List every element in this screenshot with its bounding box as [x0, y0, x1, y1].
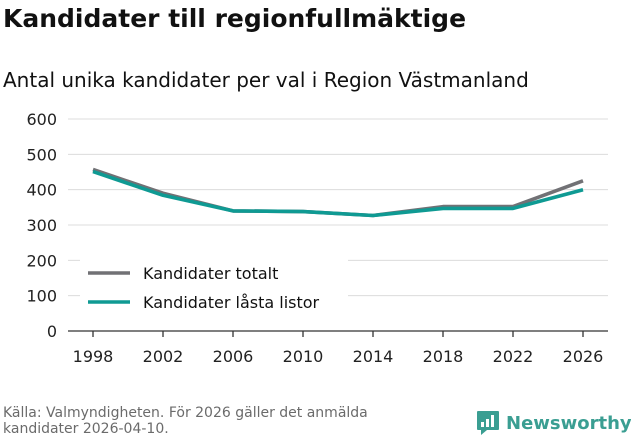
y-tick-label: 400	[26, 181, 57, 200]
y-tick-label: 100	[26, 287, 57, 306]
y-tick-label: 300	[26, 216, 57, 235]
x-tick-label: 2002	[143, 347, 184, 366]
y-tick-label: 200	[26, 251, 57, 270]
newsworthy-logo-icon	[477, 411, 499, 435]
source-note: Källa: Valmyndigheten. För 2026 gäller d…	[3, 405, 368, 437]
series-line-2	[92, 169, 584, 218]
brand-logo: Newsworthy	[476, 408, 631, 438]
legend: Kandidater totalt Kandidater låsta listor	[80, 258, 348, 324]
x-tick-label: 1998	[73, 347, 114, 366]
x-tick-label: 2006	[213, 347, 254, 366]
y-tick-label: 600	[26, 110, 57, 129]
x-tick-label: 2014	[353, 347, 394, 366]
x-tick-label: 2010	[283, 347, 324, 366]
series-lines	[92, 167, 584, 218]
x-tick-label: 2026	[563, 347, 604, 366]
x-tick-label: 2018	[423, 347, 464, 366]
x-tick-label: 2022	[493, 347, 534, 366]
legend-background	[80, 258, 348, 324]
chart-title: Kandidater till regionfullmäktige	[3, 4, 467, 33]
y-axis: 0 100 200 300 400 500 600	[26, 110, 57, 341]
x-axis: 1998 2002 2006 2010 2014 2018 2022 2026	[68, 330, 608, 366]
brand-name: Newsworthy	[506, 412, 631, 434]
y-tick-label: 0	[47, 322, 57, 341]
legend-label-1: Kandidater totalt	[143, 264, 278, 283]
legend-label-2: Kandidater låsta listor	[143, 293, 320, 312]
chart-subtitle: Antal unika kandidater per val i Region …	[3, 68, 529, 92]
y-tick-label: 500	[26, 145, 57, 164]
